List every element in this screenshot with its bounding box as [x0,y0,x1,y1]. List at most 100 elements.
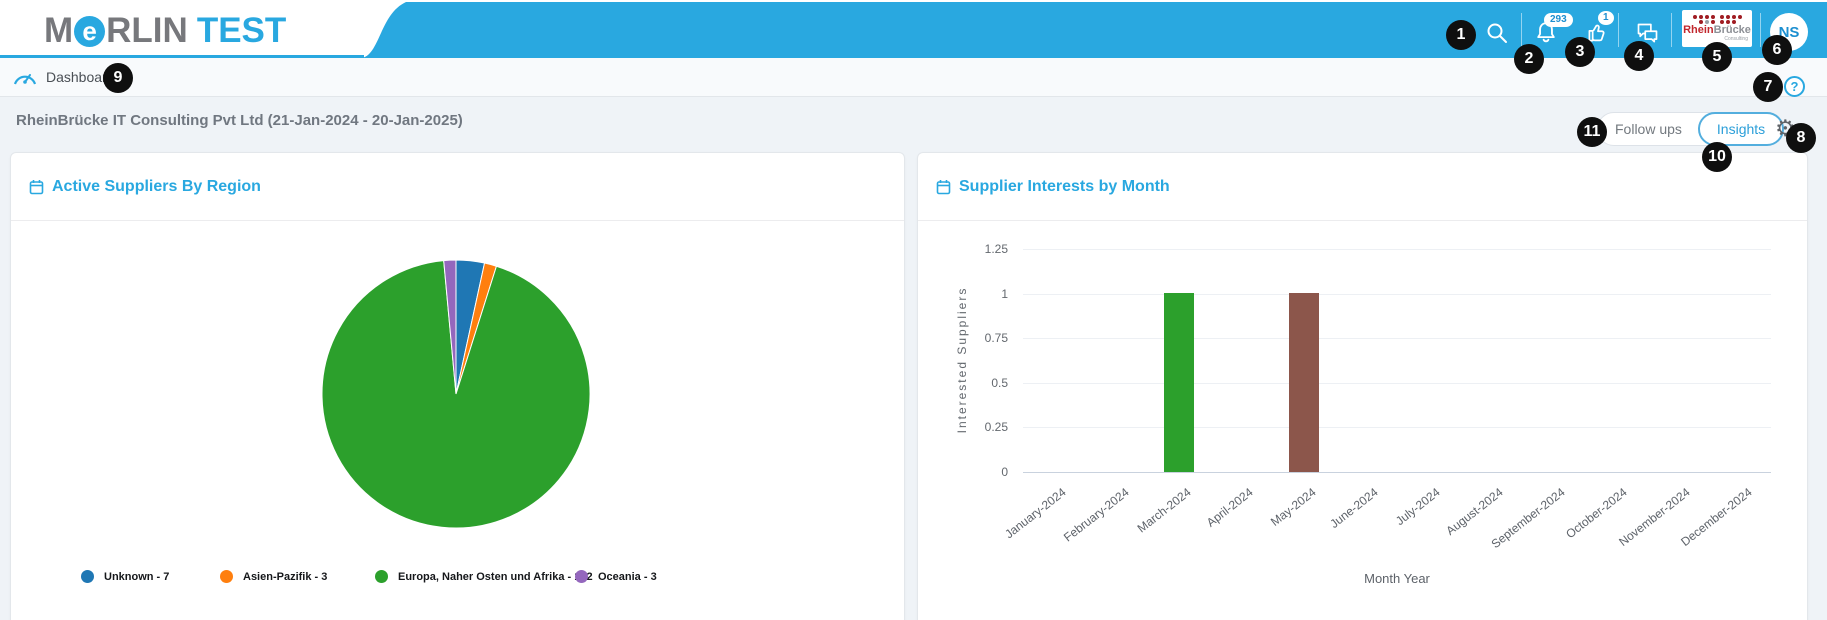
x-axis-tick-label: December-2024 [1678,485,1755,550]
pie-slice-oceania [443,259,457,395]
x-axis-tick-label: November-2024 [1616,485,1693,550]
thumbs-up-icon [1588,24,1605,42]
calendar-icon [29,179,44,194]
legend-item: Europa, Naher Osten und Afrika - 192 [375,570,593,583]
approvals-button[interactable] [1584,20,1610,46]
logo-rlin: RLIN [106,11,188,50]
header-separator [1618,13,1619,47]
x-axis-tick-label: September-2024 [1488,485,1568,552]
gridline [1023,294,1771,295]
x-axis-tick-label: March-2024 [1134,485,1194,536]
brand-name: RheinBrücke [1683,25,1751,36]
card-header: Active Suppliers By Region [11,153,904,221]
logo-dots [1698,20,1736,24]
bar-chart: 0 0.25 0.5 0.75 1 1.25 Interested Suppliers Jan… [918,221,1807,620]
breadcrumb-dashboard[interactable]: Dashboard [12,66,115,88]
legend-label: Asien-Pazifik - 3 [243,570,328,583]
page-title: RheinBrücke IT Consulting Pvt Ltd (21-Ja… [16,112,463,129]
logo-test: TEST [196,11,287,50]
annotation-marker: 6 [1762,35,1792,65]
brand-name-red: Rhein [1683,24,1714,36]
header-swoosh [362,2,408,58]
y-axis-tick-label: 0.5 [991,376,1008,390]
x-axis-tick-label: June-2024 [1327,485,1381,531]
x-axis-tick-label: May-2024 [1267,485,1319,529]
annotation-marker: 3 [1565,37,1595,67]
annotation-marker: 8 [1786,123,1816,153]
annotation-marker: 2 [1514,44,1544,74]
y-axis-tick-label: 0.25 [984,420,1008,434]
follow-ups-button[interactable]: Follow ups [1615,121,1682,137]
legend-label: Oceania - 3 [598,570,657,583]
x-axis-tick-label: February-2024 [1060,485,1132,545]
x-axis-tick-label: October-2024 [1563,485,1630,542]
supplier-interests-card: Supplier Interests by Month 0 0.25 0.5 0.75… [917,152,1808,620]
y-axis-tick-label: 0.75 [984,331,1008,345]
y-axis-tick-label: 1 [1001,287,1008,301]
breadcrumb-label: Dashboard [46,69,115,85]
annotation-marker: 9 [103,63,133,93]
legend-item: Unknown - 7 [81,570,169,583]
card-title: Supplier Interests by Month [959,177,1170,195]
annotation-marker: 5 [1702,42,1732,72]
y-axis-title: Interested Suppliers [955,286,969,434]
view-toggle: Follow ups Insights [1597,112,1785,146]
header-separator [1760,13,1761,47]
logo-m: M [44,11,74,50]
y-axis-tick-label: 1.25 [984,242,1008,256]
gridline [1023,427,1771,428]
active-suppliers-card: Active Suppliers By Region Unknown - 7 As… [10,152,905,620]
legend-item: Oceania - 3 [575,570,657,583]
header-underline [0,55,364,58]
dashboard-gauge-icon [13,74,37,85]
legend-dot-icon [375,570,388,583]
x-axis-tick-label: January-2024 [1002,485,1069,542]
card-header: Supplier Interests by Month [918,153,1807,221]
x-axis-title: Month Year [1364,571,1430,586]
search-icon [1487,23,1507,43]
header-separator [1521,13,1522,47]
annotation-marker: 1 [1446,20,1476,50]
annotation-marker: 4 [1624,41,1654,71]
insights-button[interactable]: Insights [1697,112,1785,146]
gridline [1023,472,1771,473]
header-separator [1671,13,1672,47]
gridline [1023,249,1771,250]
brand-name-gray: Brücke [1713,24,1751,36]
bar-march-2024 [1164,293,1194,472]
help-button[interactable]: ? [1784,76,1805,97]
x-axis-tick-label: August-2024 [1443,485,1506,538]
x-axis-tick-label: July-2024 [1392,485,1443,529]
x-axis-tick-label: April-2024 [1203,485,1256,530]
legend-item: Asien-Pazifik - 3 [220,570,327,583]
gridline [1023,383,1771,384]
calendar-icon [936,179,951,194]
annotation-marker: 10 [1702,142,1732,172]
legend-label: Europa, Naher Osten und Afrika - 192 [398,570,593,583]
rheinbrucke-logo[interactable]: RheinBrücke Consulting [1682,10,1752,47]
pie-svg [321,259,591,529]
chat-bubbles-icon [1637,23,1658,43]
legend-dot-icon [220,570,233,583]
annotation-marker: 7 [1753,72,1783,102]
y-axis-tick-label: 0 [1001,465,1008,479]
brand-tagline: Consulting [1724,36,1748,42]
logo-e-disc-icon: e [74,15,106,47]
card-title: Active Suppliers By Region [52,177,261,195]
bar-may-2024 [1289,293,1319,472]
legend-dot-icon [575,570,588,583]
annotation-marker: 11 [1577,117,1607,147]
gridline [1023,338,1771,339]
header-blue-bar [406,2,1827,58]
approvals-badge: 1 [1598,11,1614,25]
legend-label: Unknown - 7 [104,570,170,583]
logo-dots [1692,15,1742,19]
search-button[interactable] [1485,21,1509,45]
pie-chart: Unknown - 7 Asien-Pazifik - 3 Europa, Nahe… [11,221,904,620]
messages-button[interactable] [1634,20,1661,47]
notifications-badge: 293 [1544,13,1573,27]
legend-dot-icon [81,570,94,583]
